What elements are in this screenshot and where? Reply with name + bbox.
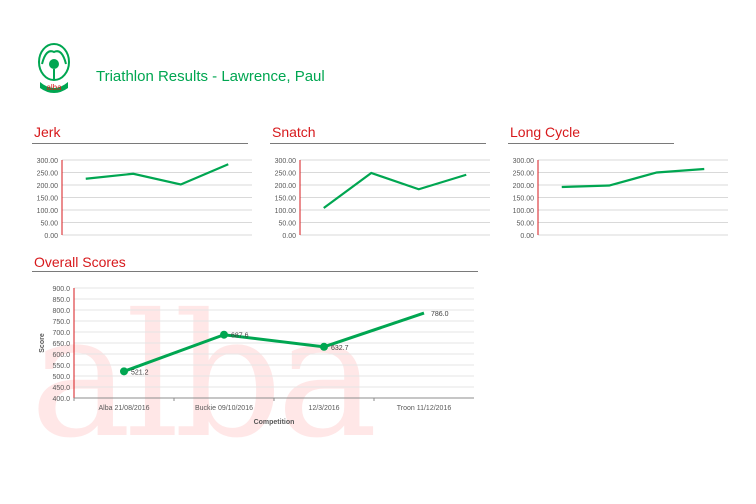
section-title-overall: Overall Scores [34,254,126,270]
long-cycle-tick-label: 200.00 [513,183,535,190]
jerk-chart: 300.00 250.00 200.00 150.00 100.00 50.00 0.00 [37,158,252,240]
jerk-tick-label: 0.00 [44,233,58,240]
long-cycle-tick-label: 250.00 [513,171,535,178]
long-cycle-tick-label: 150.00 [513,196,535,203]
overall-category-label: Alba 21/08/2016 [99,405,150,412]
jerk-tick-label: 150.00 [37,196,59,203]
overall-data-label: 632.7 [331,345,349,352]
alba-logo: alba [38,43,70,93]
overall-y-axis-title: Score [39,333,46,353]
snatch-chart: 300.00 250.00 200.00 150.00 100.00 50.00 0.00 [275,158,490,240]
overall-tick-label: 450.0 [52,385,70,392]
long-cycle-tick-label: 0.00 [520,233,534,240]
section-underline-jerk [32,143,248,144]
snatch-tick-label: 200.00 [275,183,297,190]
overall-scores-chart: 900.0 850.0 800.0 750.0 700.0 650.0 600.0 550.0… [39,286,474,426]
section-title-long-cycle: Long Cycle [510,124,581,140]
overall-category-label: 12/3/2016 [308,405,339,412]
section-title-jerk: Jerk [34,124,61,140]
jerk-tick-label: 300.00 [37,158,59,165]
overall-tick-label: 600.0 [52,352,70,359]
overall-data-point [220,330,228,339]
snatch-tick-label: 150.00 [275,196,297,203]
logo-text: alba [46,83,62,92]
overall-tick-label: 900.0 [52,286,70,293]
overall-category-label: Troon 11/12/2016 [397,405,452,412]
section-title-snatch: Snatch [272,124,316,140]
snatch-tick-label: 0.00 [282,233,296,240]
overall-data-point [120,367,128,376]
jerk-series-line [85,163,229,186]
overall-data-point [320,342,328,351]
overall-category-label: Buckie 09/10/2016 [195,405,253,412]
snatch-tick-label: 100.00 [275,208,297,215]
snatch-tick-label: 300.00 [275,158,297,165]
jerk-tick-label: 50.00 [40,221,58,228]
snatch-series-line [323,171,467,209]
snatch-tick-label: 250.00 [275,171,297,178]
long-cycle-tick-label: 300.00 [513,158,535,165]
overall-tick-label: 400.0 [52,396,70,403]
overall-data-label: 521.2 [131,369,149,376]
long-cycle-chart: 300.00 250.00 200.00 150.00 100.00 50.00 0.00 [513,158,728,240]
long-cycle-tick-label: 100.00 [513,208,535,215]
overall-tick-label: 750.0 [52,319,70,326]
section-underline-overall [32,271,478,272]
jerk-tick-label: 200.00 [37,183,59,190]
overall-tick-label: 500.0 [52,374,70,381]
overall-data-label: 687.6 [231,333,249,340]
overall-data-label: 786.0 [431,311,449,318]
overall-series-line [123,311,425,373]
section-underline-long-cycle [508,143,674,144]
section-underline-snatch [270,143,486,144]
jerk-tick-label: 250.00 [37,171,59,178]
page-title: Triathlon Results - Lawrence, Paul [96,68,325,85]
long-cycle-tick-label: 50.00 [516,221,534,228]
jerk-tick-label: 100.00 [37,208,59,215]
overall-tick-label: 550.0 [52,363,70,370]
long-cycle-series-line [561,167,705,189]
overall-tick-label: 700.0 [52,330,70,337]
overall-tick-label: 800.0 [52,308,70,315]
overall-tick-label: 850.0 [52,297,70,304]
overall-tick-label: 650.0 [52,341,70,348]
overall-x-axis-title: Competition [254,419,295,426]
snatch-tick-label: 50.00 [278,221,296,228]
